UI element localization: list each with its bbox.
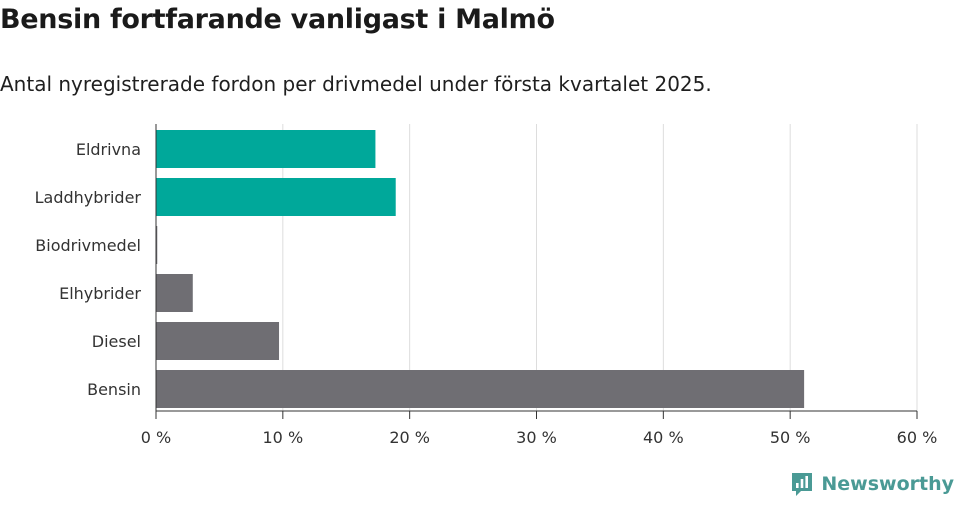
category-label: Elhybrider: [59, 284, 141, 303]
bar: [156, 226, 158, 264]
x-tick-label: 60 %: [897, 428, 938, 447]
x-tick-label: 0 %: [141, 428, 171, 447]
category-label: Laddhybrider: [35, 188, 142, 207]
brand-logo: Newsworthy: [790, 471, 954, 497]
bar: [156, 274, 193, 312]
category-label: Biodrivmedel: [35, 236, 141, 255]
category-label: Diesel: [92, 332, 141, 351]
newsworthy-logo-icon: [792, 473, 813, 496]
x-tick-label: 30 %: [516, 428, 557, 447]
x-tick-label: 40 %: [643, 428, 684, 447]
x-tick-label: 50 %: [770, 428, 811, 447]
bar: [156, 370, 805, 408]
bar: [156, 178, 396, 216]
chart-subtitle: Antal nyregistrerade fordon per drivmede…: [0, 72, 712, 96]
chart-title: Bensin fortfarande vanligast i Malmö: [0, 4, 555, 35]
bar: [156, 130, 376, 168]
category-label: Bensin: [87, 380, 141, 399]
category-label: Eldrivna: [76, 140, 141, 159]
bar: [156, 322, 280, 360]
brand-name: Newsworthy: [821, 473, 954, 495]
x-tick-label: 10 %: [263, 428, 304, 447]
x-tick-label: 20 %: [389, 428, 430, 447]
